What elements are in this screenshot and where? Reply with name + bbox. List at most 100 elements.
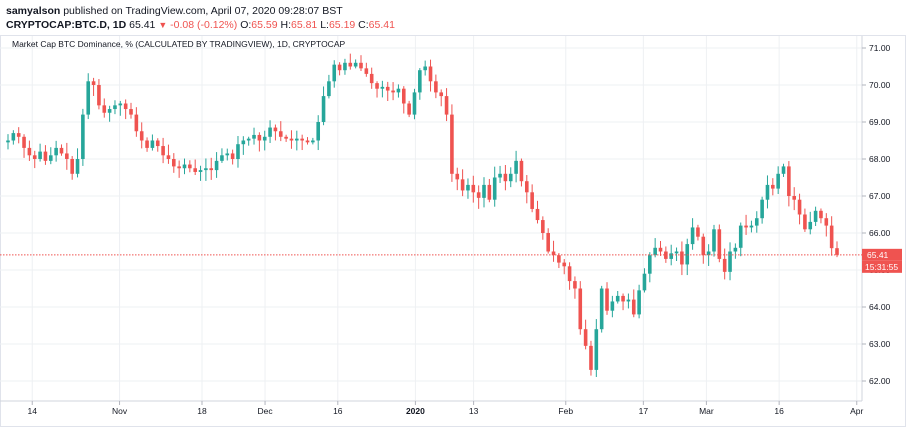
- price-tick-label: 64.00: [869, 302, 891, 312]
- time-tick-label: 17: [639, 406, 649, 416]
- candle-body: [418, 70, 422, 93]
- candle-body: [359, 62, 363, 69]
- candle-body: [295, 138, 299, 141]
- candle-body: [150, 140, 155, 148]
- time-tick-label: 13: [469, 406, 479, 416]
- candle-body: [664, 251, 668, 259]
- candle-body: [241, 140, 246, 145]
- candle-body: [252, 134, 256, 139]
- candle-body: [209, 168, 214, 171]
- candle-body: [348, 62, 353, 67]
- candle-body: [685, 244, 690, 265]
- price-axis[interactable]: 71.0070.0069.0068.0067.0066.0065.0064.00…: [862, 43, 891, 386]
- candle-body: [273, 127, 278, 132]
- candle-body: [385, 86, 390, 91]
- candle-body: [193, 168, 197, 172]
- candle-body: [113, 105, 117, 110]
- close-label: C:: [358, 19, 369, 31]
- candle-body: [824, 218, 829, 226]
- symbol-name: CRYPTOCAP:BTC.D, 1D: [6, 19, 127, 31]
- price-tick-label: 68.00: [869, 154, 891, 164]
- candle-body: [289, 138, 294, 141]
- candle-body: [530, 192, 534, 209]
- candle-body: [680, 251, 684, 265]
- candle-body: [514, 160, 518, 174]
- candle-body: [754, 218, 759, 226]
- candle-body: [428, 66, 433, 82]
- candle-body: [43, 151, 48, 161]
- candle-body: [407, 103, 411, 115]
- open-value: 65.59: [251, 19, 278, 31]
- candle-body: [642, 273, 647, 291]
- candle-body: [615, 295, 620, 302]
- candle-body: [722, 258, 727, 272]
- candle-body: [214, 160, 219, 171]
- candle-body: [327, 81, 331, 97]
- candle-body: [749, 225, 754, 228]
- candle-body: [551, 251, 556, 256]
- open-label: O:: [240, 19, 252, 31]
- price-tick-label: 70.00: [869, 80, 891, 90]
- candle-body: [450, 114, 454, 174]
- candle-body: [744, 225, 748, 228]
- candle-body: [605, 288, 609, 311]
- candle-body: [380, 86, 385, 89]
- time-tick-label: Nov: [112, 406, 128, 416]
- price-tick-label: 69.00: [869, 117, 891, 127]
- candle-body: [819, 210, 823, 219]
- candle-body: [343, 62, 347, 71]
- price-tick-label: 71.00: [869, 43, 891, 53]
- candle-body: [648, 255, 652, 274]
- candle-body: [562, 262, 567, 267]
- candle-body: [161, 146, 165, 156]
- low-value: 65.19: [328, 19, 356, 31]
- candle-body: [91, 81, 96, 85]
- candle-body: [391, 90, 395, 93]
- author-name[interactable]: samyalson: [6, 5, 61, 17]
- candle-body: [712, 229, 716, 252]
- candle-body: [535, 208, 540, 221]
- time-axis[interactable]: 14 Nov 18 Dec 16 2020 13 Feb 17 Mar 16 Apr: [28, 401, 864, 416]
- candle-body: [321, 96, 326, 122]
- candle-body: [808, 221, 813, 230]
- candle-body: [706, 251, 711, 256]
- candle-body: [476, 192, 481, 198]
- candle-body: [412, 92, 417, 115]
- candle-body: [65, 153, 69, 159]
- candle-body: [546, 233, 550, 252]
- candle-body: [674, 251, 679, 254]
- candle-body: [97, 85, 101, 106]
- candle-body: [471, 184, 476, 193]
- candle-body: [396, 88, 401, 93]
- candle-body: [508, 173, 513, 182]
- candle-body: [332, 64, 337, 82]
- candle-body: [353, 62, 358, 67]
- candle-body: [139, 131, 144, 141]
- candle-body: [225, 153, 230, 156]
- time-tick-label: 16: [774, 406, 784, 416]
- candle-body: [337, 64, 342, 71]
- candle-body: [32, 155, 37, 159]
- candle-body: [690, 227, 695, 245]
- candle-body: [102, 105, 107, 113]
- candle-body: [22, 136, 26, 148]
- candle-body: [760, 199, 764, 219]
- candle-body: [519, 160, 524, 182]
- candle-body: [75, 159, 80, 174]
- candle-body: [134, 114, 139, 132]
- candle-body: [829, 225, 834, 249]
- candle-body: [776, 173, 780, 189]
- candle-body: [637, 290, 641, 315]
- time-tick-label: 2020: [406, 406, 425, 416]
- candle-body: [578, 288, 583, 330]
- candle-body: [27, 147, 32, 156]
- candle-body: [835, 248, 839, 255]
- candle-body: [503, 173, 508, 182]
- candle-body: [268, 127, 272, 137]
- price-tick-label: 67.00: [869, 191, 891, 201]
- candle-body: [717, 229, 722, 259]
- candle-body: [16, 133, 21, 137]
- candle-body: [145, 140, 149, 148]
- time-tick-label: 18: [197, 406, 207, 416]
